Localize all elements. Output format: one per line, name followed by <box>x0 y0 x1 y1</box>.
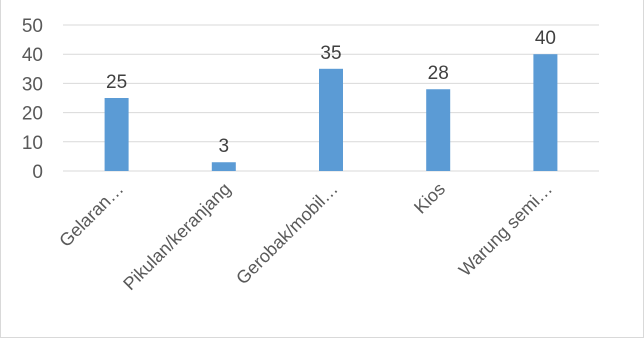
y-tick-label: 20 <box>22 104 43 125</box>
y-axis-tick-labels: 0 10 20 30 40 50 <box>22 16 43 183</box>
bar <box>104 98 129 171</box>
bars <box>104 54 558 172</box>
x-category-label: Kios <box>410 179 449 218</box>
data-label: 35 <box>320 43 341 64</box>
x-category-label: Gerobak/mobil… <box>232 179 342 289</box>
data-label: 28 <box>428 63 449 84</box>
bar <box>426 89 451 171</box>
bar <box>533 54 558 172</box>
data-label: 3 <box>219 136 230 157</box>
x-category-label: Warung semi… <box>455 179 556 280</box>
x-category-label: Gelaran… <box>55 179 127 251</box>
data-label: 40 <box>535 28 556 49</box>
y-tick-label: 50 <box>22 16 43 37</box>
data-label: 25 <box>106 72 127 93</box>
y-tick-label: 40 <box>22 45 43 66</box>
data-labels: 25 3 35 28 40 <box>106 28 556 157</box>
y-tick-label: 30 <box>22 74 43 95</box>
y-tick-label: 0 <box>32 162 43 183</box>
x-category-label: Pikulan/keranjang <box>119 179 234 294</box>
y-tick-label: 10 <box>22 133 43 154</box>
bar <box>211 162 236 171</box>
bar <box>319 68 343 171</box>
